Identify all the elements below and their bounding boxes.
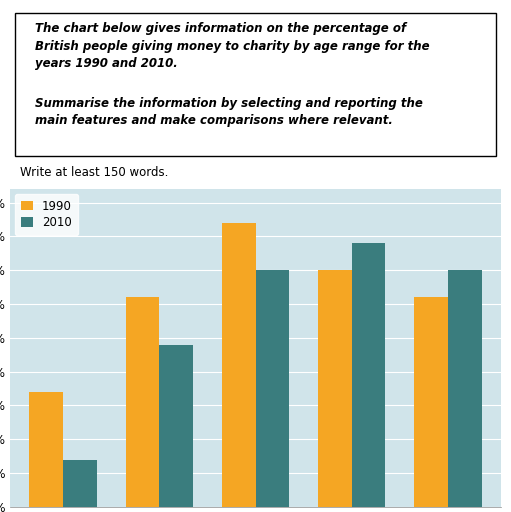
Bar bbox=[318, 270, 352, 507]
Text: The chart below gives information on the percentage of
British people giving mon: The chart below gives information on the… bbox=[35, 22, 429, 70]
Text: Write at least 150 words.: Write at least 150 words. bbox=[20, 166, 169, 179]
Bar bbox=[63, 460, 97, 507]
Bar bbox=[126, 297, 159, 507]
Legend: 1990, 2010: 1990, 2010 bbox=[15, 194, 78, 235]
Bar bbox=[159, 345, 193, 507]
Bar bbox=[414, 297, 448, 507]
Bar bbox=[30, 392, 63, 507]
Bar bbox=[352, 243, 385, 507]
Bar bbox=[448, 270, 481, 507]
Bar bbox=[222, 223, 256, 507]
Text: Summarise the information by selecting and reporting the
main features and make : Summarise the information by selecting a… bbox=[35, 97, 423, 127]
FancyBboxPatch shape bbox=[15, 13, 496, 156]
Bar bbox=[256, 270, 289, 507]
